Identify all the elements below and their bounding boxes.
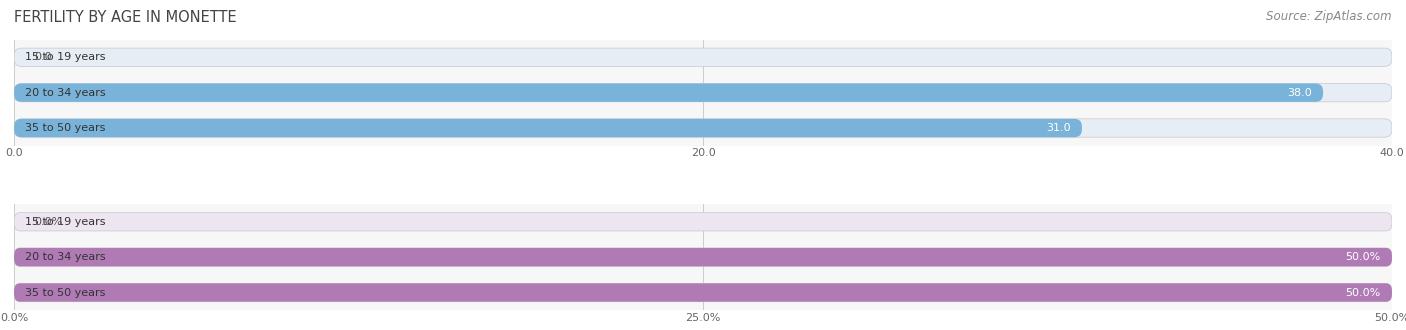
FancyBboxPatch shape [14, 248, 1392, 266]
Text: 35 to 50 years: 35 to 50 years [25, 123, 105, 133]
FancyBboxPatch shape [14, 83, 1323, 102]
Text: 35 to 50 years: 35 to 50 years [25, 287, 105, 298]
Text: 15 to 19 years: 15 to 19 years [25, 217, 105, 227]
Text: 20 to 34 years: 20 to 34 years [25, 252, 105, 262]
FancyBboxPatch shape [14, 283, 1392, 302]
FancyBboxPatch shape [14, 283, 1392, 302]
Text: 38.0: 38.0 [1288, 88, 1312, 98]
FancyBboxPatch shape [14, 213, 1392, 231]
FancyBboxPatch shape [14, 119, 1083, 137]
Text: 0.0%: 0.0% [35, 217, 63, 227]
Text: 50.0%: 50.0% [1346, 287, 1381, 298]
FancyBboxPatch shape [14, 48, 1392, 66]
FancyBboxPatch shape [14, 248, 1392, 266]
Text: 20 to 34 years: 20 to 34 years [25, 88, 105, 98]
Text: 15 to 19 years: 15 to 19 years [25, 52, 105, 62]
FancyBboxPatch shape [14, 119, 1392, 137]
FancyBboxPatch shape [14, 83, 1392, 102]
Text: FERTILITY BY AGE IN MONETTE: FERTILITY BY AGE IN MONETTE [14, 10, 236, 25]
Text: 50.0%: 50.0% [1346, 252, 1381, 262]
Text: 0.0: 0.0 [35, 52, 52, 62]
Text: 31.0: 31.0 [1046, 123, 1071, 133]
Text: Source: ZipAtlas.com: Source: ZipAtlas.com [1267, 10, 1392, 23]
